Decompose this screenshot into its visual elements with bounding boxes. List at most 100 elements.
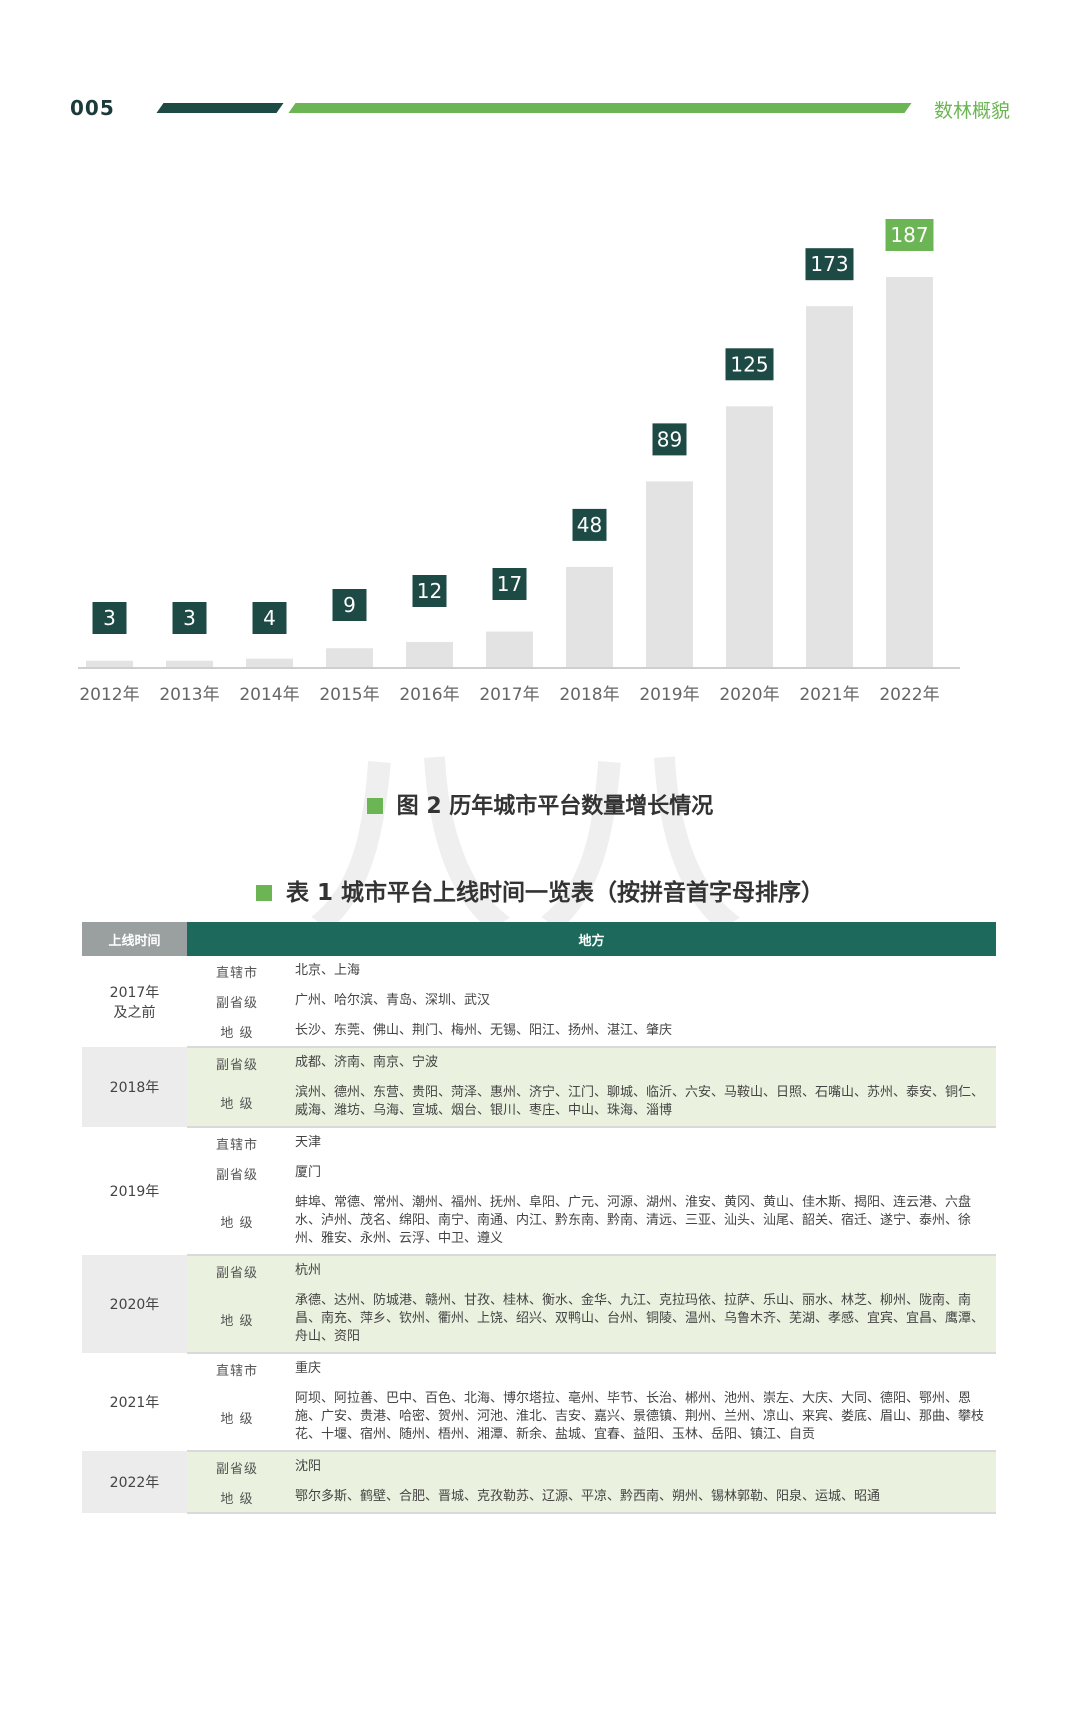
year-cell: 2018年 [82,1047,187,1127]
cities-cell: 阿坝、阿拉善、巴中、百色、北海、博尔塔拉、亳州、毕节、长治、郴州、池州、崇左、大… [287,1384,996,1452]
table-row: 地 级承德、达州、防城港、赣州、甘孜、桂林、衡水、金华、九江、克拉玛依、拉萨、乐… [82,1286,996,1354]
level-cell: 副省级 [187,1158,287,1188]
cities-cell: 厦门 [287,1158,996,1188]
table-row: 2021年 直辖市 重庆 [82,1353,996,1451]
cities-cell: 北京、上海 [287,956,996,986]
chart-data-label: 3 [183,606,196,630]
figure-caption: 图 2 历年城市平台数量增长情况 [0,788,1080,820]
level-cell: 副省级 [187,1047,287,1078]
chart-bar [806,306,853,667]
chart-data-label: 187 [890,223,928,247]
level-cell: 地 级 [187,1188,287,1256]
chart-tick-label: 2012年 [79,685,139,705]
chart-bar [486,631,533,667]
chart-tick-label: 2022年 [879,685,939,705]
level-cell: 副省级 [187,1255,287,1286]
chart-data-label: 89 [657,427,682,451]
cities-cell: 滨州、德州、东营、贵阳、菏泽、惠州、济宁、江门、聊城、临沂、六安、马鞍山、日照、… [287,1078,996,1128]
chart-data-label: 17 [497,572,522,596]
level-cell: 地 级 [187,1482,287,1514]
chart-tick-label: 2021年 [799,685,859,705]
chart-bar [406,641,453,667]
chart-tick-label: 2019年 [639,685,699,705]
chart-data-label-box [572,508,607,541]
table-body: 2017年 及之前 直辖市 北京、上海 副省级 广州、哈尔滨、青岛、深圳、武汉地 级长沙、… [82,956,996,1514]
chart-bar [246,658,293,667]
chart-data-label: 125 [730,352,768,376]
table-row: 副省级 广州、哈尔滨、青岛、深圳、武汉 [82,986,996,1016]
page-header: 005 数林概貌 [0,0,1080,140]
table-caption-text: 表 1 城市平台上线时间一览表（按拼音首字母排序） [285,880,825,906]
level-cell: 直辖市 [187,1127,287,1158]
level-cell: 地 级 [187,1078,287,1128]
chart-bar [166,660,213,667]
chart-data-label-box [805,248,854,281]
page-number: 005 [70,96,115,120]
header-place: 地方 [187,922,996,956]
chart-tick-label: 2013年 [159,685,219,705]
table-row: 2019年 直辖市 天津 [82,1127,996,1255]
chart-tick-label: 2018年 [559,685,619,705]
table-row: 地 级蚌埠、常德、常州、潮州、福州、抚州、阜阳、广元、河源、湖州、淮安、黄冈、黄… [82,1188,996,1256]
cities-cell: 长沙、东莞、佛山、荆门、梅州、无锡、阳江、扬州、湛江、肇庆 [287,1016,996,1048]
cities-cell: 鄂尔多斯、鹤壁、合肥、晋城、克孜勒苏、辽源、平凉、黔西南、朔州、锡林郭勒、阳泉、… [287,1482,996,1514]
header-accent-bar-dark [156,103,284,113]
cities-cell: 重庆 [287,1353,996,1384]
year-cell: 2022年 [82,1451,187,1513]
chart-bar [86,660,133,667]
level-cell: 地 级 [187,1384,287,1452]
table-row: 2017年 及之前 直辖市 北京、上海 [82,956,996,1047]
chart-bar [886,277,933,667]
table-row: 地 级阿坝、阿拉善、巴中、百色、北海、博尔塔拉、亳州、毕节、长治、郴州、池州、崇… [82,1384,996,1452]
chart-tick-label: 2017年 [479,685,539,705]
section-title: 数林概貌 [933,100,1010,122]
chart-bar [326,648,373,667]
bar-chart-svg: 3 2012年 3 2013年 4 2014年 9 2015年 12 2016年 17 2017年 48… [78,219,960,705]
table-row: 2022年 副省级 沈阳 [82,1451,996,1513]
cities-cell: 天津 [287,1127,996,1158]
table-caption: 表 1 城市平台上线时间一览表（按拼音首字母排序） [0,873,1080,907]
chart-data-label-box [252,602,287,634]
table-row: 地 级滨州、德州、东营、贵阳、菏泽、惠州、济宁、江门、聊城、临沂、六安、马鞍山、… [82,1078,996,1128]
chart-data-label-box [885,219,934,251]
level-cell: 副省级 [187,1451,287,1482]
city-platform-table: 上线时间 地方 2017年 及之前 直辖市 北京、上海 副省级 广州、哈尔滨、青岛、深圳、… [82,922,996,1514]
chart-data-label: 12 [417,579,442,603]
header-accent-bar-green [288,103,912,113]
header-year: 上线时间 [82,922,187,956]
chart-data-label-box [725,348,774,381]
chart-data-label: 48 [577,513,602,537]
chart-bar [726,406,773,667]
chart-data-label: 173 [810,252,848,276]
level-cell: 地 级 [187,1286,287,1354]
year-cell: 2020年 [82,1255,187,1353]
cities-cell: 承德、达州、防城港、赣州、甘孜、桂林、衡水、金华、九江、克拉玛依、拉萨、乐山、丽… [287,1286,996,1354]
year-cell: 2019年 [82,1127,187,1255]
chart-bar [566,566,613,667]
chart-data-label-box [332,589,367,621]
table-row: 副省级 厦门 [82,1158,996,1188]
chart-data-label: 9 [343,593,356,617]
cities-cell: 杭州 [287,1255,996,1286]
chart-tick-label: 2014年 [239,685,299,705]
chart-tick-label: 2015年 [319,685,379,705]
cities-cell: 沈阳 [287,1451,996,1482]
figure-caption-text: 图 2 历年城市平台数量增长情况 [396,794,714,819]
chart-data-label-box [492,568,527,600]
cities-cell: 广州、哈尔滨、青岛、深圳、武汉 [287,986,996,1016]
caption-square-icon [366,798,383,814]
table-row: 地 级长沙、东莞、佛山、荆门、梅州、无锡、阳江、扬州、湛江、肇庆 [82,1016,996,1048]
table-row: 地 级鄂尔多斯、鹤壁、合肥、晋城、克孜勒苏、辽源、平凉、黔西南、朔州、锡林郭勒、… [82,1482,996,1514]
table-header-row: 上线时间 地方 [82,922,996,956]
chart-data-label-box [652,423,687,456]
level-cell: 直辖市 [187,956,287,986]
level-cell: 直辖市 [187,1353,287,1384]
chart-data-label-box [412,575,447,607]
year-cell: 2021年 [82,1353,187,1451]
cities-cell: 成都、济南、南京、宁波 [287,1047,996,1078]
year-cell: 2017年 及之前 [82,956,187,1047]
bar-chart: 3 2012年 3 2013年 4 2014年 9 2015年 12 2016年 17 2017年 48… [70,215,1010,715]
chart-data-label-box [92,602,127,634]
caption-square-icon [255,885,272,901]
cities-cell: 蚌埠、常德、常州、潮州、福州、抚州、阜阳、广元、河源、湖州、淮安、黄冈、黄山、佳… [287,1188,996,1256]
